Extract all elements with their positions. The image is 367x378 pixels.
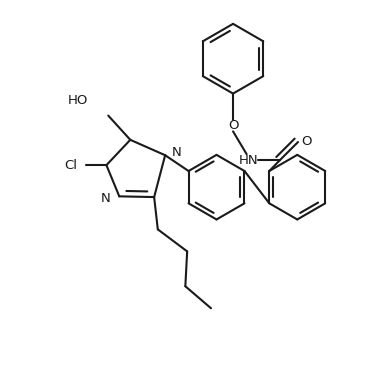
Text: HO: HO — [68, 94, 88, 107]
Text: N: N — [172, 146, 182, 159]
Text: O: O — [301, 135, 311, 148]
Text: N: N — [100, 192, 110, 204]
Text: O: O — [228, 119, 238, 132]
Text: HN: HN — [239, 154, 259, 167]
Text: Cl: Cl — [64, 159, 77, 172]
